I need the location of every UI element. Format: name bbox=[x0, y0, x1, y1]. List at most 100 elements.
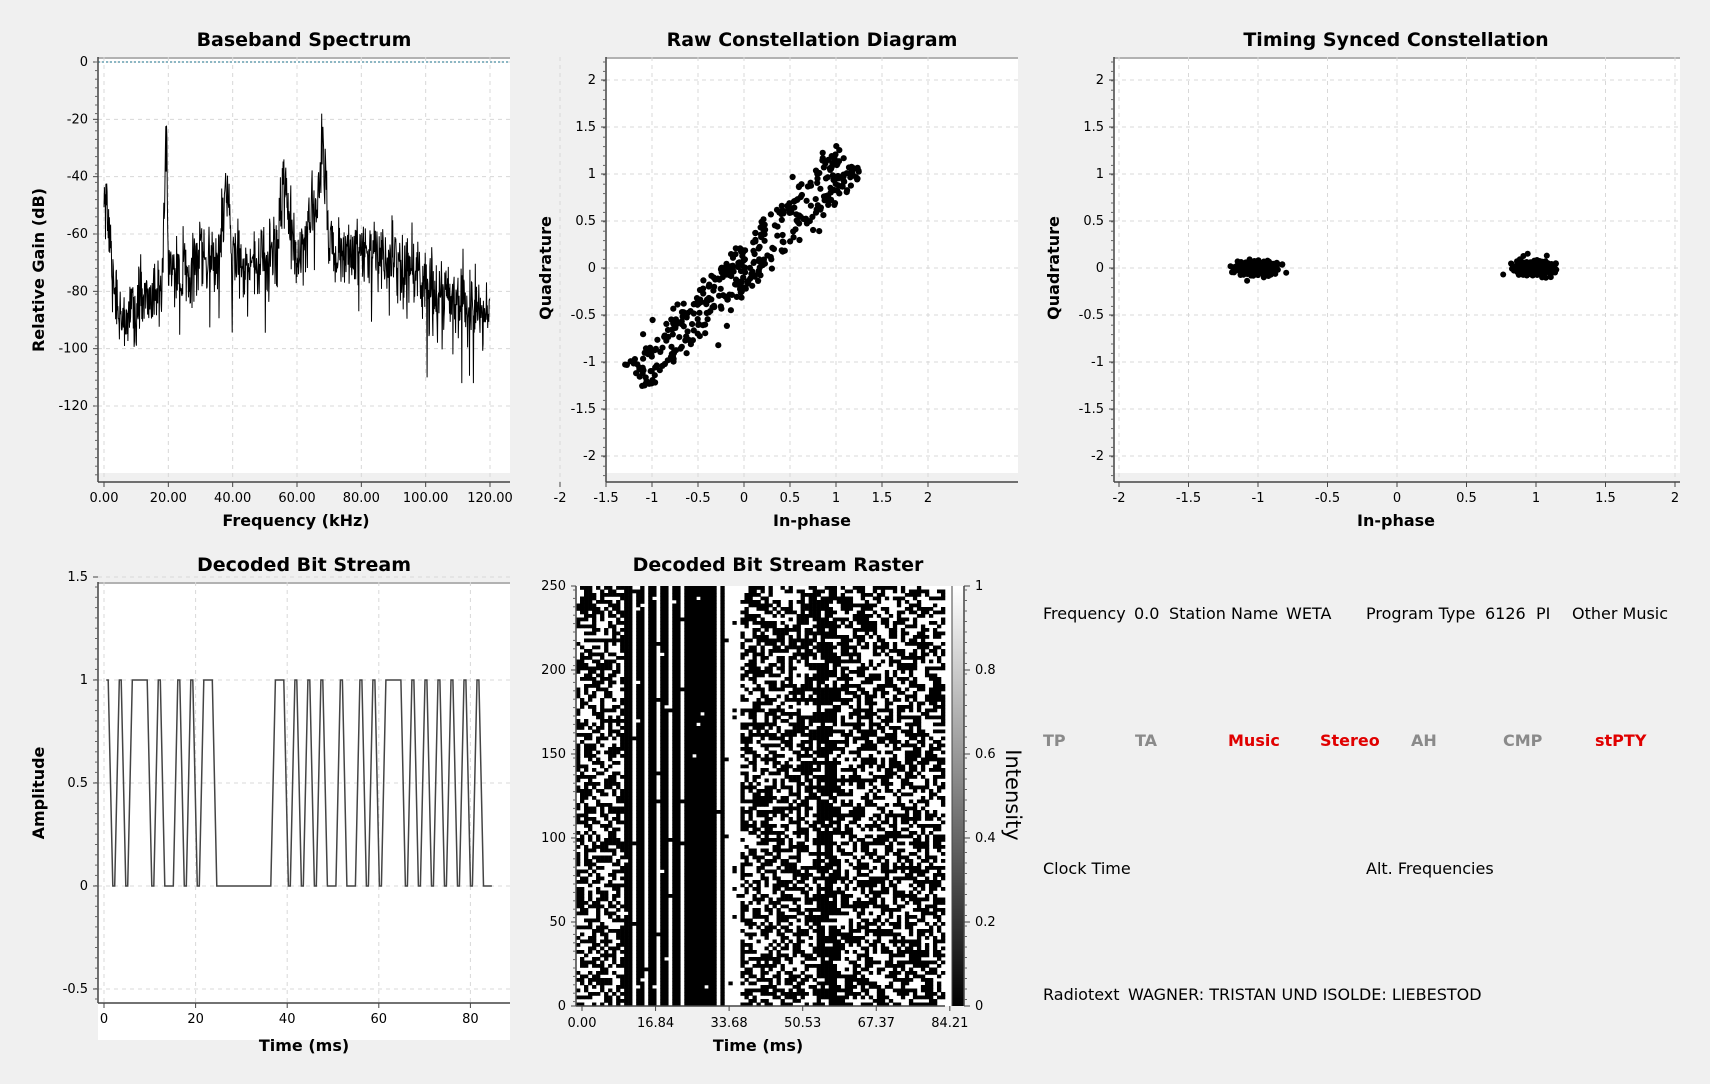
raster-cell bbox=[732, 866, 737, 870]
raster-cell bbox=[748, 736, 753, 741]
raster-cell bbox=[712, 988, 717, 993]
raster-cell bbox=[704, 586, 709, 590]
raster-cell bbox=[592, 754, 597, 758]
raster-cell bbox=[640, 698, 645, 702]
raster-cell bbox=[616, 827, 621, 832]
raster-cell bbox=[648, 764, 653, 769]
raster-cell bbox=[672, 852, 677, 856]
raster-cell bbox=[596, 957, 601, 961]
raster-cell bbox=[676, 978, 681, 982]
raster-cell bbox=[764, 603, 769, 608]
raster-cell bbox=[748, 1002, 753, 1007]
raster-cell bbox=[640, 939, 645, 944]
raster-cell bbox=[616, 901, 621, 905]
raster-cell bbox=[700, 922, 705, 926]
raster-cell bbox=[688, 771, 693, 776]
raster-cell bbox=[772, 995, 777, 1000]
raster-cell bbox=[628, 939, 633, 944]
raster-cell bbox=[740, 911, 745, 916]
constellation-point bbox=[732, 245, 739, 252]
raster-cell bbox=[764, 925, 769, 930]
raster-cell bbox=[684, 880, 689, 884]
raster-cell bbox=[616, 890, 621, 895]
raster-cell bbox=[796, 743, 801, 748]
raster-cell bbox=[584, 736, 589, 741]
raster-cell bbox=[628, 754, 633, 758]
raster-cell bbox=[576, 726, 581, 730]
raster-cell bbox=[628, 652, 633, 657]
raster-cell bbox=[748, 645, 753, 650]
raster-cell bbox=[764, 799, 769, 804]
raster-cell bbox=[704, 827, 709, 832]
raster-cell bbox=[652, 845, 657, 849]
raster-cell bbox=[676, 603, 681, 608]
raster-cell bbox=[688, 715, 693, 720]
raster-cell bbox=[676, 757, 681, 762]
raster-cell bbox=[712, 873, 717, 877]
raster-cell bbox=[760, 929, 765, 933]
raster-cell bbox=[704, 925, 709, 930]
raster-cell bbox=[672, 761, 677, 765]
raster-cell bbox=[720, 775, 725, 779]
constellation-point bbox=[670, 305, 677, 312]
raster-cell bbox=[696, 757, 701, 762]
raster-cell bbox=[636, 631, 641, 636]
raster-cell bbox=[620, 743, 625, 748]
raster-cell bbox=[600, 988, 605, 993]
raster-cell bbox=[788, 729, 793, 734]
raster-cell bbox=[656, 932, 661, 937]
raster-cell bbox=[652, 964, 657, 968]
raster-cell bbox=[696, 792, 701, 797]
constellation-point bbox=[849, 171, 856, 178]
raster-cell bbox=[652, 631, 657, 636]
raster-cell bbox=[788, 817, 793, 821]
raster-cell bbox=[712, 852, 717, 856]
raster-cell bbox=[712, 1002, 717, 1007]
raster-cell bbox=[752, 908, 757, 912]
raster-cell bbox=[636, 624, 641, 629]
raster-cell bbox=[648, 866, 653, 870]
raster-cell bbox=[636, 649, 641, 653]
raster-cell bbox=[796, 715, 801, 720]
constellation-point bbox=[659, 362, 666, 369]
raster-cell bbox=[796, 834, 801, 839]
raster-cell bbox=[576, 873, 581, 877]
raster-cell bbox=[792, 722, 797, 727]
raster-cell bbox=[784, 957, 789, 961]
raster-cell bbox=[596, 876, 601, 881]
raster-cell bbox=[640, 743, 645, 748]
raster-cell bbox=[600, 708, 605, 713]
spectrum-xtick: 20.00 bbox=[150, 491, 187, 506]
raster-cell bbox=[584, 960, 589, 965]
raster-cell bbox=[588, 950, 593, 954]
raster-cell bbox=[772, 708, 777, 713]
raster-cell bbox=[684, 960, 689, 965]
raster-cell bbox=[672, 750, 677, 755]
raster-cell bbox=[616, 908, 621, 912]
raster-cell bbox=[748, 600, 753, 604]
raster-cell bbox=[676, 670, 681, 674]
constellation-point bbox=[825, 193, 832, 201]
raster-cell bbox=[652, 715, 657, 720]
raster-cell bbox=[652, 859, 657, 863]
raster-cell bbox=[584, 603, 589, 608]
raster-cell bbox=[796, 589, 801, 594]
raster-cell bbox=[740, 855, 745, 860]
raster-cell bbox=[700, 638, 705, 643]
raster-cell bbox=[784, 862, 789, 867]
raster-cell bbox=[768, 943, 773, 947]
raster-cell bbox=[784, 918, 789, 923]
constellation-point bbox=[786, 200, 793, 207]
constellation-point bbox=[663, 320, 670, 327]
raster-cell bbox=[676, 607, 681, 611]
constellation-point bbox=[640, 355, 647, 362]
raster-cell bbox=[748, 967, 753, 972]
raster-cell bbox=[756, 722, 761, 727]
raster-cell bbox=[676, 992, 681, 996]
raster-cell bbox=[616, 733, 621, 737]
raster-cell bbox=[708, 936, 713, 940]
raw-ytick: 0.5 bbox=[575, 214, 596, 229]
raster-cell bbox=[752, 680, 757, 685]
raster-cell bbox=[760, 855, 765, 860]
raster-cell bbox=[628, 869, 633, 874]
